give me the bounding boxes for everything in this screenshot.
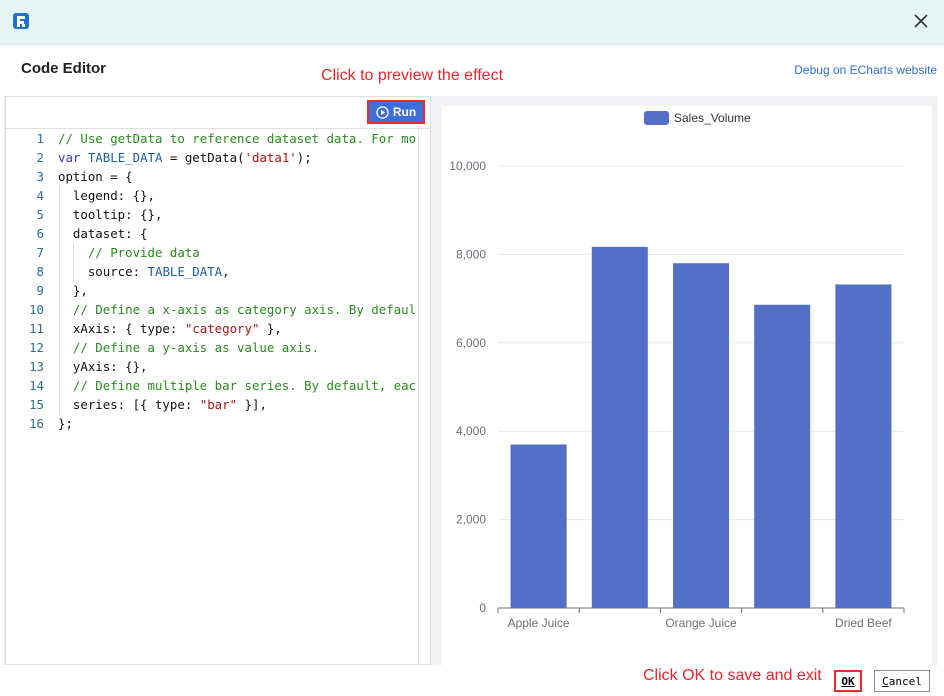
x-category-label: Orange Juice xyxy=(665,616,737,630)
bar-chart: 0 2,000 4,000 6,000 8,000 10,000 Apple Juice Or… xyxy=(449,111,905,630)
y-tick-label: 2,000 xyxy=(456,513,486,527)
code-token: // Define a y-axis as value axis. xyxy=(58,340,320,355)
indent-guide xyxy=(58,186,60,414)
chart-preview: 0 2,000 4,000 6,000 8,000 10,000 Apple Juice Or… xyxy=(442,106,932,665)
cancel-label: ancel xyxy=(888,674,922,688)
code-line[interactable]: 2 var TABLE_DATA = getData('data1'); xyxy=(6,148,416,167)
code-token: // Define multiple bar series. By defaul… xyxy=(58,378,416,393)
code-area[interactable]: 1 // Use getData to reference dataset dat… xyxy=(6,129,430,664)
code-line[interactable]: 12 // Define a y-axis as value axis. xyxy=(6,338,416,357)
code-editor[interactable]: Run 1 // Use getData to reference dataset… xyxy=(5,96,431,665)
bar xyxy=(510,444,567,608)
title-bar xyxy=(0,0,944,45)
code-token: = getData( xyxy=(162,150,245,165)
app-logo-icon xyxy=(13,13,29,29)
code-token: // Use getData to reference dataset data… xyxy=(58,131,416,146)
code-token: TABLE_DATA xyxy=(87,150,163,165)
code-token: var xyxy=(58,150,81,165)
line-number: 2 xyxy=(36,150,44,165)
run-button[interactable]: Run xyxy=(367,100,425,124)
code-token: dataset: { xyxy=(58,226,148,241)
code-line[interactable]: 14 // Define multiple bar series. By def… xyxy=(6,376,416,395)
code-line[interactable]: 16}; xyxy=(6,414,416,433)
code-token: }, xyxy=(58,283,88,298)
code-line[interactable]: 3 option = { xyxy=(6,167,416,186)
code-token: }], xyxy=(237,397,267,412)
y-tick-label: 4,000 xyxy=(456,424,486,438)
y-tick-label: 6,000 xyxy=(456,336,486,350)
editor-right-border xyxy=(418,129,419,664)
code-token: }; xyxy=(58,416,73,431)
ok-button[interactable]: OK xyxy=(834,670,862,692)
y-tick-label: 0 xyxy=(479,601,486,615)
y-tick-label: 8,000 xyxy=(456,247,486,261)
line-number: 14 xyxy=(29,378,44,393)
bar xyxy=(591,246,648,609)
code-token: // Define a x-axis as category axis. By … xyxy=(58,302,416,317)
code-line[interactable]: 5 tooltip: {}, xyxy=(6,205,416,224)
x-category-label: Apple Juice xyxy=(508,616,570,630)
line-number: 3 xyxy=(36,169,44,184)
code-line[interactable]: 6 dataset: { xyxy=(6,224,416,243)
annotation-run: Click to preview the effect xyxy=(321,67,504,84)
code-line[interactable]: 10 // Define a x-axis as category axis. … xyxy=(6,300,416,319)
play-icon xyxy=(376,105,389,119)
code-token: option = { xyxy=(58,169,133,184)
code-token: yAxis: {}, xyxy=(58,359,148,374)
line-number: 11 xyxy=(29,321,44,336)
code-token: "category" xyxy=(184,321,260,336)
close-button[interactable] xyxy=(910,10,932,32)
x-category-label: Dried Beef xyxy=(835,616,892,630)
line-number: 12 xyxy=(29,340,44,355)
code-line[interactable]: 9 }, xyxy=(6,281,416,300)
line-number: 5 xyxy=(36,207,44,222)
line-number: 10 xyxy=(29,302,44,317)
line-number: 13 xyxy=(29,359,44,374)
bar xyxy=(672,263,730,608)
indent-guide xyxy=(73,243,75,281)
code-token: }, xyxy=(259,321,282,336)
line-number: 8 xyxy=(36,264,44,279)
line-number: 15 xyxy=(29,397,44,412)
code-token: source: xyxy=(58,264,148,279)
y-tick-label: 10,000 xyxy=(449,159,486,173)
line-number: 9 xyxy=(36,283,44,298)
code-line[interactable]: 4 legend: {}, xyxy=(6,186,416,205)
dialog-title: Code Editor xyxy=(21,60,106,77)
code-line[interactable]: 11 xAxis: { type: "category" }, xyxy=(6,319,416,338)
code-line[interactable]: 7 // Provide data xyxy=(6,243,416,262)
code-line[interactable]: 1 // Use getData to reference dataset dat… xyxy=(6,129,416,148)
line-number: 4 xyxy=(36,188,44,203)
close-icon xyxy=(914,14,928,28)
code-token: TABLE_DATA xyxy=(147,264,223,279)
line-number: 6 xyxy=(36,226,44,241)
bar xyxy=(835,284,892,608)
code-token: 'data1' xyxy=(244,150,297,165)
code-token: , xyxy=(222,264,230,279)
annotation-ok: Click OK to save and exit xyxy=(643,667,822,684)
legend-swatch xyxy=(644,111,669,125)
code-token xyxy=(80,150,87,165)
editor-toolbar: Run xyxy=(6,97,430,129)
legend-label: Sales_Volume xyxy=(674,111,751,125)
code-token: series: [{ type: xyxy=(58,397,200,412)
bar xyxy=(754,304,811,608)
code-token: // Provide data xyxy=(58,245,200,260)
code-token: legend: {}, xyxy=(58,188,155,203)
code-token: ); xyxy=(296,150,312,165)
code-token: tooltip: {}, xyxy=(58,207,163,222)
debug-echarts-link[interactable]: Debug on ECharts website xyxy=(794,63,937,77)
code-line[interactable]: 15 series: [{ type: "bar" }], xyxy=(6,395,416,414)
line-number: 16 xyxy=(29,416,44,431)
line-number: 1 xyxy=(36,131,44,146)
code-line[interactable]: 13 yAxis: {}, xyxy=(6,357,416,376)
code-token: xAxis: { type: xyxy=(58,321,185,336)
cancel-mnemonic: C xyxy=(882,674,889,688)
run-label: Run xyxy=(392,105,417,119)
code-line[interactable]: 8 source: TABLE_DATA, xyxy=(6,262,416,281)
code-token: "bar" xyxy=(199,397,238,412)
line-number: 7 xyxy=(36,245,44,260)
